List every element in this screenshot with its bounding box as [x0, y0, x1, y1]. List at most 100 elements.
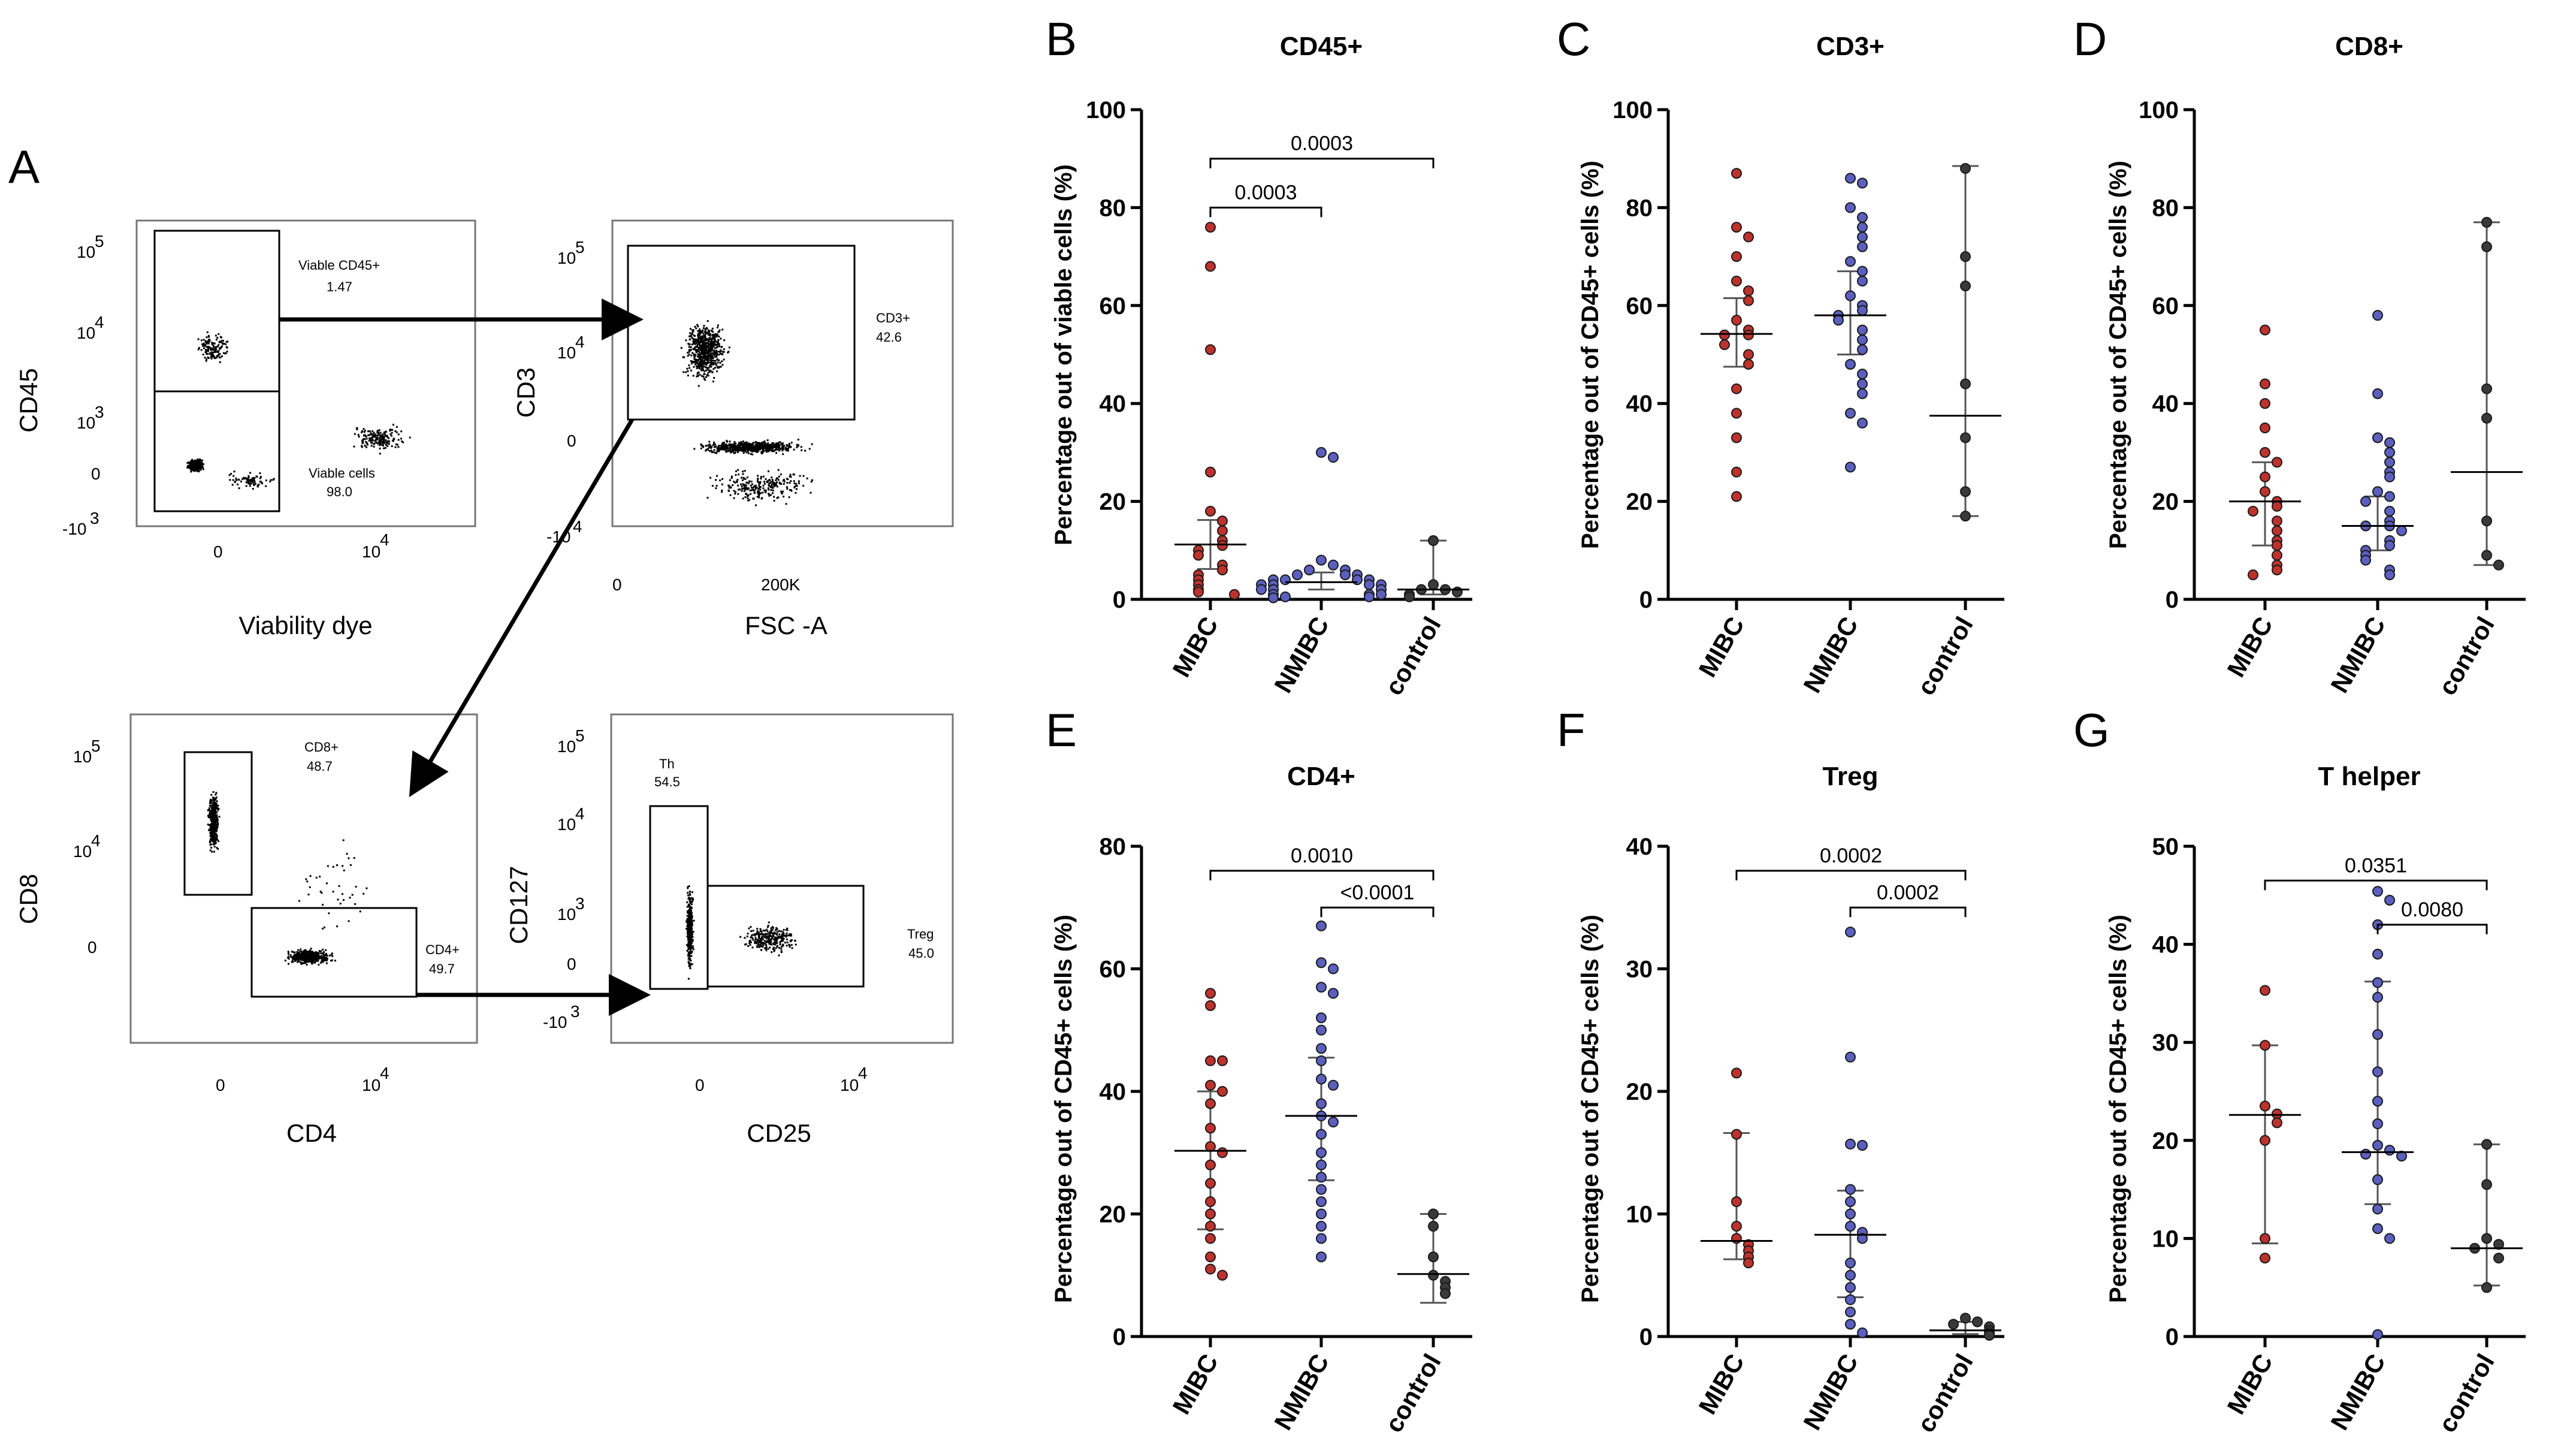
flow-event: [212, 355, 214, 358]
data-point: [2272, 550, 2282, 561]
flow-event: [702, 363, 705, 365]
gate-value: 49.7: [429, 961, 455, 976]
data-point: [1316, 1208, 1327, 1220]
flow-plot-cd8-cd4: CD8+ 48.7 CD4+ 49.7 10 5 10 4 0 0 10 4 C…: [14, 713, 478, 1147]
flow-event: [687, 355, 689, 357]
flow-event: [750, 930, 753, 933]
flow-event: [752, 442, 754, 444]
flow-event: [378, 429, 380, 432]
y-tick-exp: 5: [575, 726, 585, 745]
flow-event: [700, 351, 703, 354]
flow-event: [761, 447, 763, 449]
flow-event: [772, 447, 774, 450]
flow-event: [689, 926, 691, 928]
flow-event: [730, 446, 732, 448]
flow-event: [195, 466, 197, 468]
flow-event: [765, 490, 767, 493]
flow-event: [696, 375, 698, 378]
flow-event: [374, 435, 376, 438]
data-point: [2248, 569, 2258, 581]
flow-event: [383, 437, 385, 439]
flow-event: [756, 450, 759, 452]
flow-event: [782, 447, 784, 450]
flow-event: [765, 948, 767, 950]
flow-event: [692, 330, 694, 333]
flow-event: [781, 446, 783, 448]
data-point: [1845, 1307, 1856, 1318]
flow-event: [254, 482, 256, 485]
flow-event: [709, 351, 711, 353]
flow-event: [293, 951, 295, 954]
flow-event: [207, 816, 210, 819]
flow-event: [729, 479, 731, 481]
flow-event: [714, 444, 717, 446]
flow-event: [688, 952, 690, 954]
data-point: [1845, 927, 1856, 938]
flow-event: [741, 479, 744, 481]
flow-event: [363, 892, 365, 895]
flow-event: [707, 343, 709, 345]
flow-event: [715, 487, 717, 490]
flow-event: [205, 349, 207, 352]
flow-event: [751, 483, 753, 485]
flow-event: [700, 447, 702, 450]
flow-event: [213, 828, 216, 831]
p-value-label: 0.0003: [1291, 132, 1353, 155]
flow-event: [207, 809, 210, 811]
flow-plot-frame: [610, 713, 954, 1044]
flow-event: [290, 956, 292, 958]
y-tick: 0: [567, 955, 576, 973]
flow-event: [763, 940, 766, 942]
y-tick-exp: 4: [575, 333, 585, 351]
flow-event: [797, 445, 799, 447]
data-point: [1316, 1184, 1327, 1195]
flow-event: [331, 952, 333, 955]
flow-event: [373, 436, 375, 438]
flow-event: [700, 337, 702, 339]
flow-event: [772, 442, 775, 445]
flow-event: [718, 345, 720, 348]
flow-event: [785, 934, 787, 937]
flow-event: [321, 892, 323, 894]
flow-event: [783, 937, 785, 940]
flow-event: [691, 891, 693, 894]
flow-event: [296, 955, 298, 957]
flow-event: [686, 925, 688, 927]
flow-event: [301, 959, 304, 961]
flow-event: [773, 496, 775, 498]
flow-event: [209, 804, 211, 807]
flow-event: [325, 949, 327, 951]
flow-event: [204, 340, 207, 342]
flow-event: [744, 442, 746, 444]
data-point: [1960, 486, 1971, 497]
flow-event: [687, 937, 690, 939]
flow-event: [688, 885, 690, 888]
flow-event: [711, 363, 713, 366]
flow-event: [321, 958, 323, 960]
data-point: [2272, 564, 2282, 575]
flow-event: [197, 464, 200, 466]
data-point: [2372, 1329, 2383, 1340]
data-point: [1845, 1257, 1856, 1269]
x-tick: 10: [362, 542, 380, 561]
flow-event: [690, 346, 692, 348]
flow-event: [705, 357, 707, 360]
flow-event: [772, 938, 775, 940]
flow-event: [346, 853, 348, 855]
flow-event: [694, 343, 697, 345]
flow-event: [745, 448, 747, 451]
x-axis-label: FSC -A: [745, 611, 828, 639]
flow-event: [699, 365, 701, 367]
flow-event: [686, 949, 688, 952]
flow-event: [330, 954, 333, 956]
flow-event: [298, 956, 300, 958]
flow-event: [332, 891, 334, 893]
flow-event: [700, 331, 702, 334]
data-point: [1845, 358, 1856, 370]
flow-event: [238, 487, 240, 490]
flow-event: [193, 469, 195, 471]
flow-event: [766, 930, 769, 933]
flow-event: [381, 442, 383, 444]
flow-event: [315, 959, 318, 961]
y-tick-label: 20: [2152, 1128, 2179, 1154]
